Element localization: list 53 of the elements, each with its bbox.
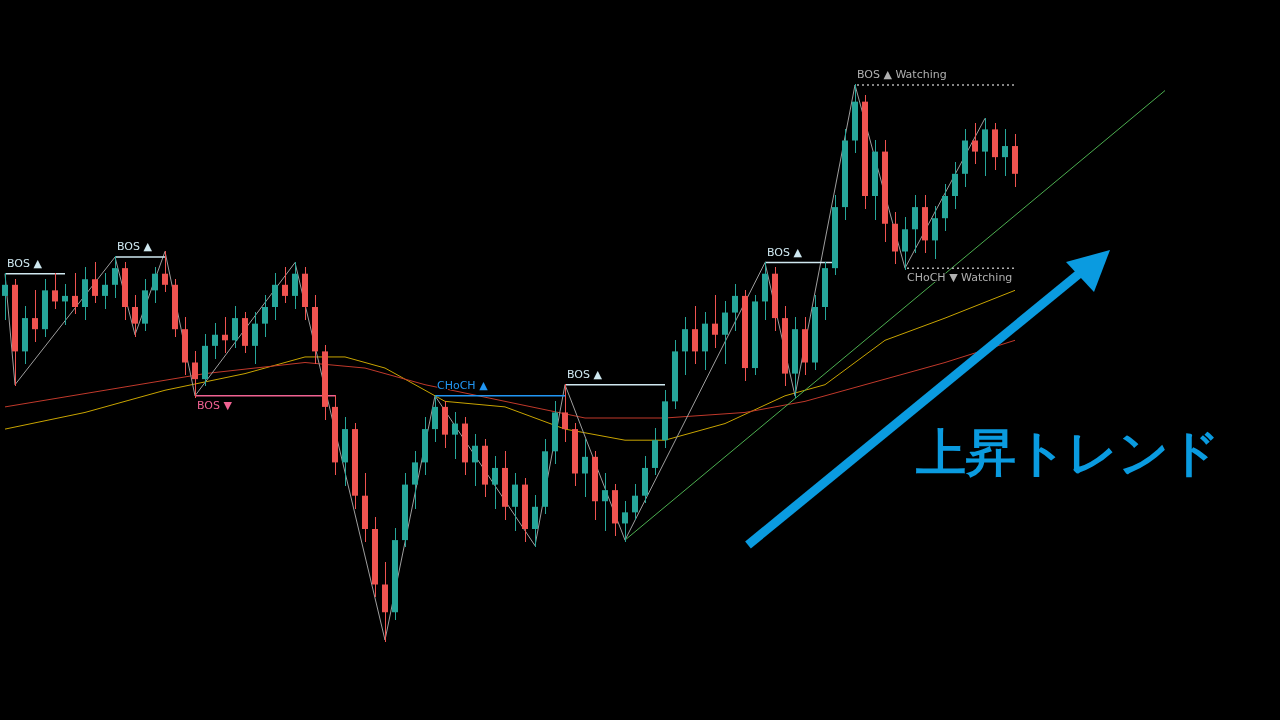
- candlestick: [512, 472, 518, 531]
- candlestick: [582, 439, 588, 498]
- series-label: BOS ▲: [7, 256, 43, 270]
- series-label: BOS ▲: [767, 245, 803, 259]
- candlestick: [212, 322, 218, 359]
- candlestick: [102, 272, 108, 309]
- candlestick: [262, 295, 268, 337]
- candlestick: [732, 284, 738, 331]
- candlestick: [632, 483, 638, 520]
- candlestick: [162, 250, 168, 293]
- candlestick: [602, 472, 608, 531]
- series-label: BOS ▲ Watching: [857, 68, 947, 81]
- candlestick: [432, 395, 438, 442]
- candlestick: [492, 456, 498, 509]
- candlestick: [562, 383, 568, 442]
- candlestick: [952, 161, 958, 209]
- candlestick: [912, 195, 918, 254]
- candlestick: [682, 317, 688, 376]
- candlestick: [972, 123, 978, 165]
- candlestick: [942, 184, 948, 232]
- series-label: CHoCH ▲: [437, 378, 489, 392]
- candlestick: [472, 433, 478, 487]
- candlestick: [282, 267, 288, 304]
- candlestick: [32, 289, 38, 343]
- series-label: BOS ▲: [117, 240, 153, 254]
- candlestick: [62, 284, 68, 326]
- candlestick: [622, 500, 628, 542]
- annotation: 上昇トレンド: [915, 424, 1220, 482]
- candlestick: [252, 311, 258, 365]
- candlestick: [2, 272, 8, 320]
- candlestick: [112, 256, 118, 298]
- candlestick: [192, 350, 198, 398]
- candlestick: [222, 317, 228, 354]
- series-label: BOS ▼: [197, 398, 233, 412]
- candlestick: [412, 450, 418, 509]
- candlestick: [272, 272, 278, 320]
- candlestick: [92, 261, 98, 304]
- candlestick: [52, 272, 58, 309]
- candlestick: [982, 117, 988, 176]
- candlestick: [532, 494, 538, 548]
- candlestick: [1002, 128, 1008, 176]
- candlestick: [152, 267, 158, 304]
- candlestick: [292, 261, 298, 309]
- candlestick: [902, 217, 908, 270]
- candlestick: [712, 295, 718, 348]
- candlestick: [692, 306, 698, 365]
- candlestick: [232, 306, 238, 348]
- candlestick: [72, 272, 78, 315]
- series-label: BOS ▲: [567, 367, 603, 381]
- candlestick: [452, 411, 458, 459]
- candlestick: [132, 295, 138, 337]
- candlestick: [932, 206, 938, 259]
- candlestick: [722, 300, 728, 365]
